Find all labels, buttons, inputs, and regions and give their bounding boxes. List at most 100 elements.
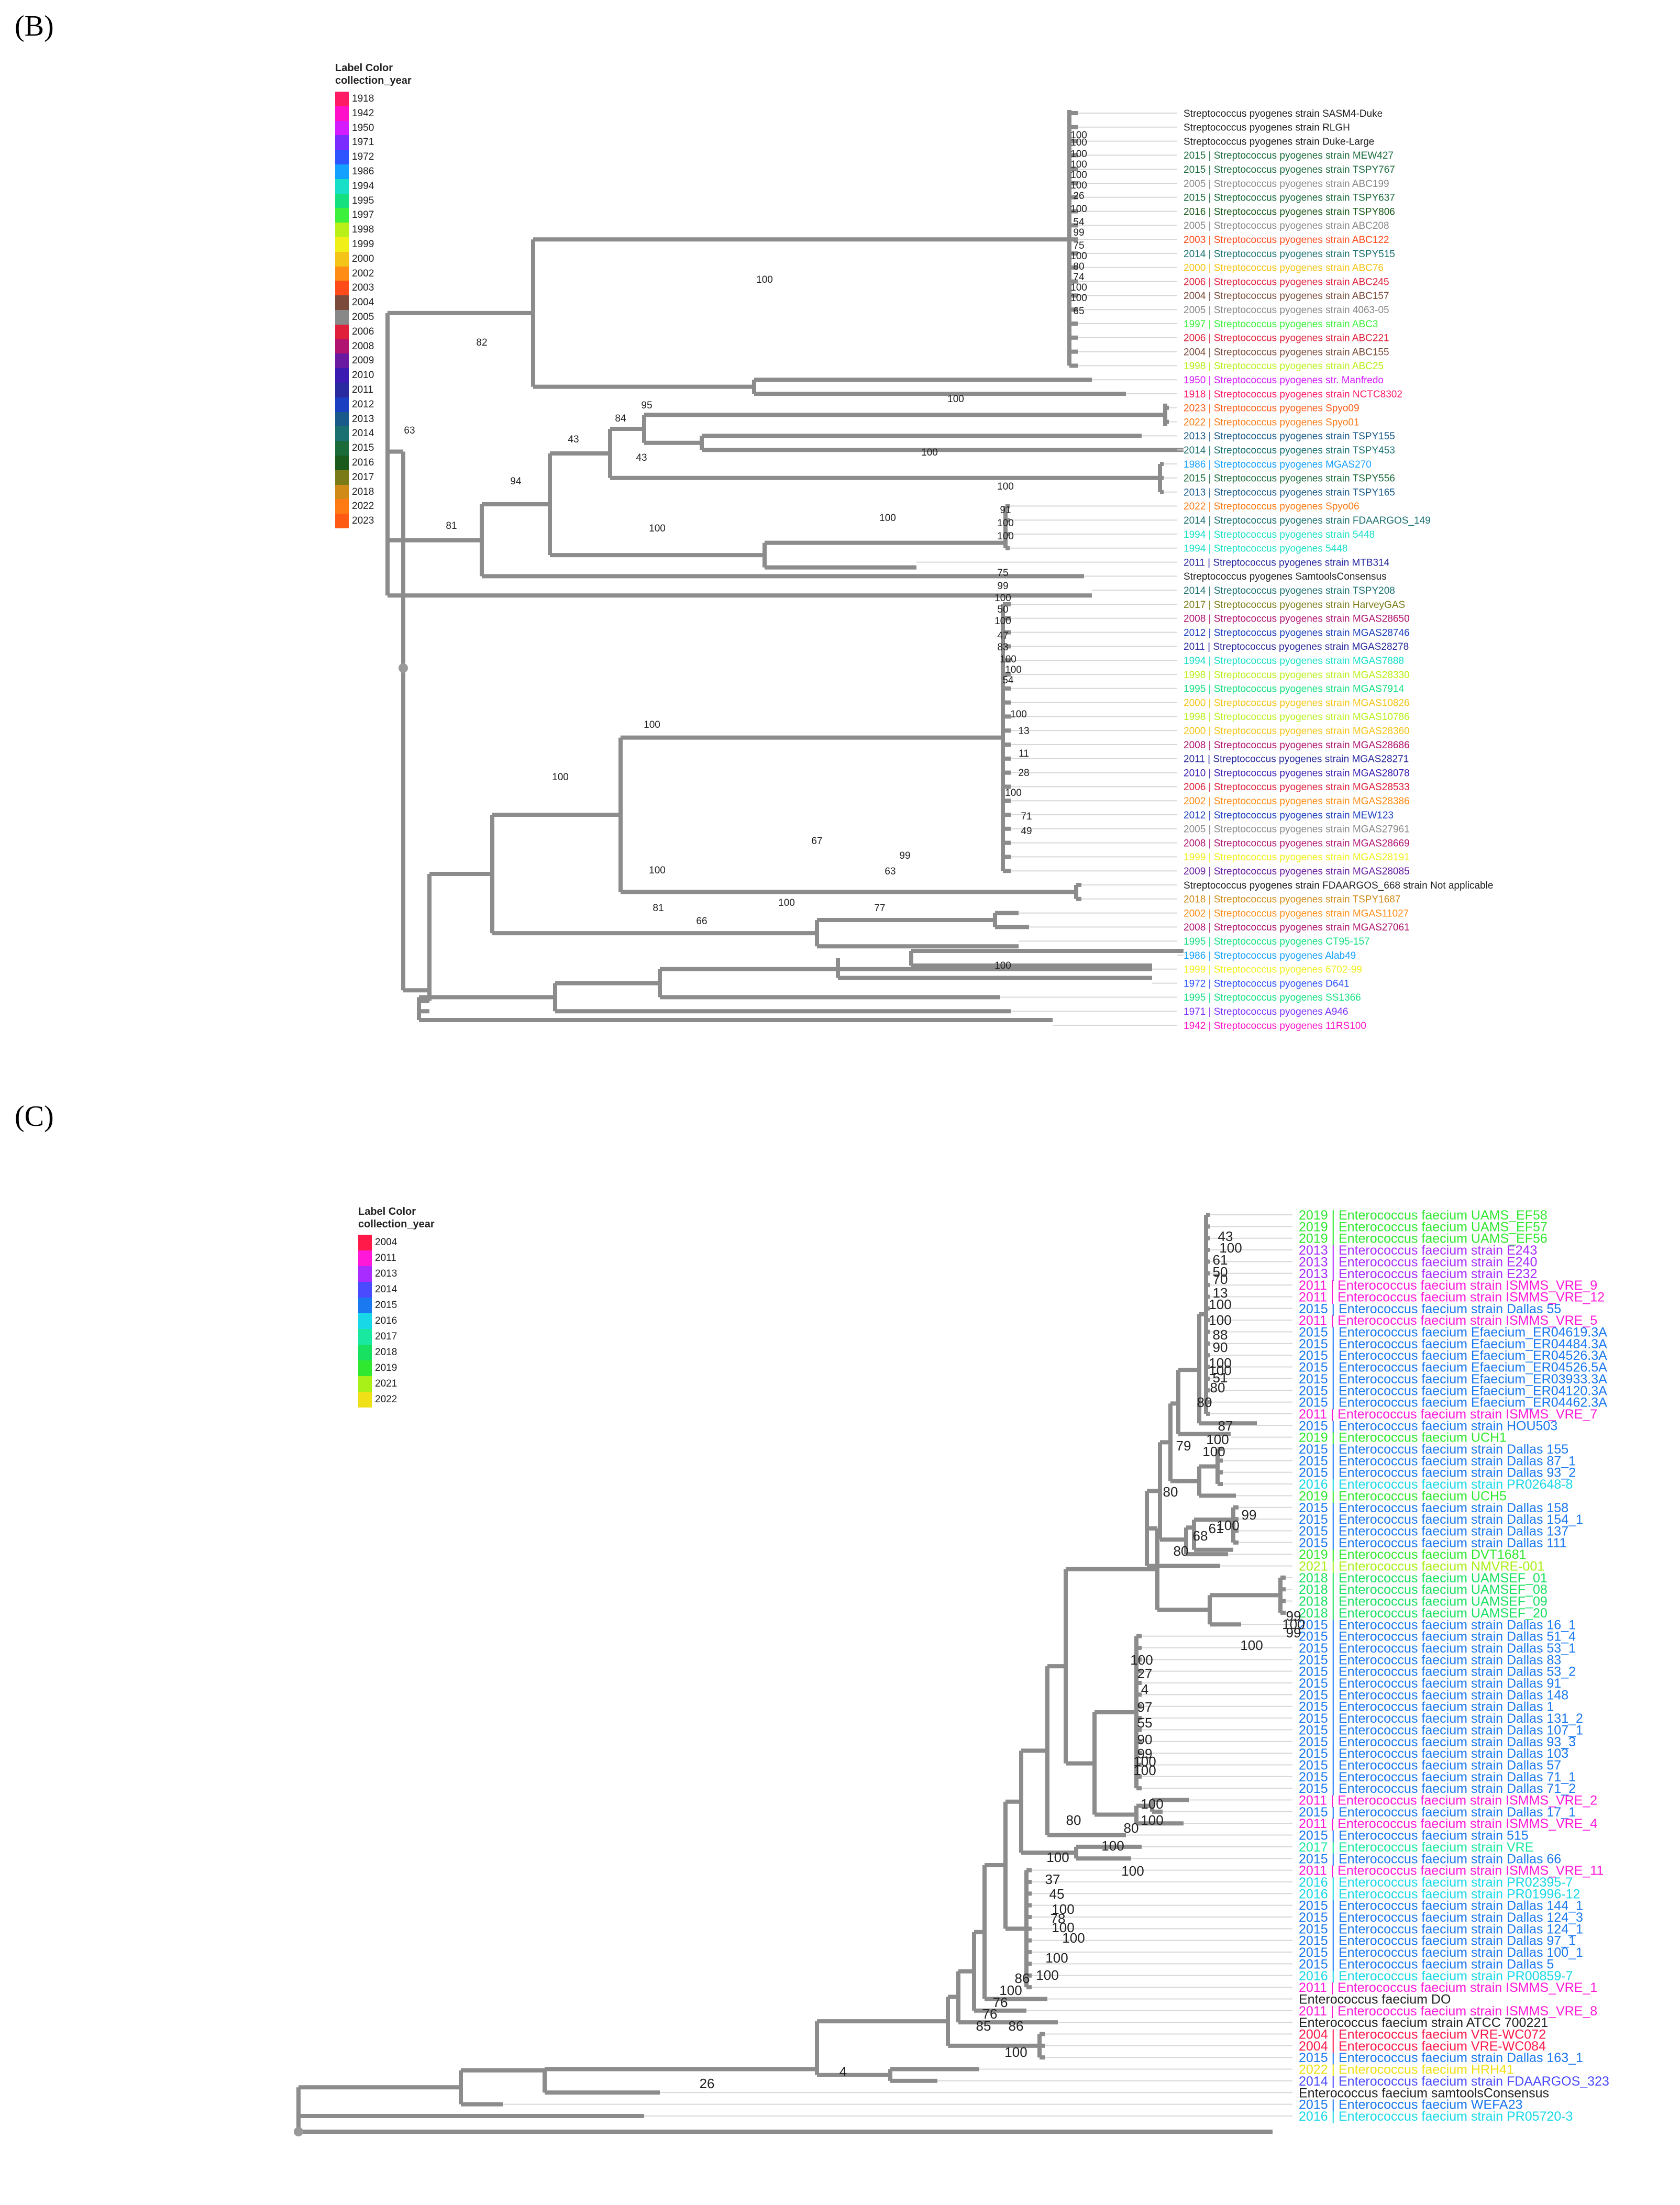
support-value: 100 bbox=[947, 394, 964, 405]
legend-year-label: 1971 bbox=[352, 137, 374, 148]
tip-label: 2011 | Enterococcus faecium strain ISMMS… bbox=[1299, 1864, 1604, 1878]
tip-label: 2015 | Enterococcus faecium strain Dalla… bbox=[1299, 1746, 1568, 1761]
tip-label: 2015 | Enterococcus faecium strain Dalla… bbox=[1299, 1630, 1576, 1644]
legend-year-label: 1998 bbox=[352, 224, 374, 236]
tip-label: 2015 | Enterococcus faecium Efaecium_ER0… bbox=[1299, 1360, 1607, 1375]
support-value: 100 bbox=[1141, 1812, 1163, 1828]
legend-swatch bbox=[335, 353, 349, 369]
tip-label: 2012 | Streptococcus pyogenes strain MEW… bbox=[1184, 810, 1394, 821]
support-value: 99 bbox=[1286, 1625, 1301, 1641]
legend-year-label: 2006 bbox=[352, 326, 374, 337]
tip-label: 2019 | Enterococcus faecium UAMS_EF58 bbox=[1299, 1208, 1548, 1223]
tip-label: 2015 | Enterococcus faecium strain 515 bbox=[1299, 1829, 1529, 1843]
tip-label: 2015 | Streptococcus pyogenes strain TSP… bbox=[1184, 164, 1395, 175]
legend-year-label: 2018 bbox=[375, 1347, 397, 1358]
tip-label: 2023 | Streptococcus pyogenes Spyo09 bbox=[1184, 403, 1360, 414]
support-value: 49 bbox=[1021, 826, 1032, 837]
support-value: 66 bbox=[696, 916, 707, 927]
panel-b-label: (B) bbox=[15, 10, 54, 42]
legend-swatch bbox=[358, 1282, 372, 1298]
tip-label: 2015 | Enterococcus faecium strain Dalla… bbox=[1299, 1665, 1576, 1679]
legend-swatch bbox=[335, 484, 349, 500]
legend-year-label: 1995 bbox=[352, 195, 374, 206]
legend-swatch bbox=[358, 1376, 372, 1392]
panel-c-legend-labels: 2004 2011 2013 2014 2015 2016 2017 2018 2019 2021… bbox=[375, 1235, 397, 1408]
panel-b-phylogenetic-tree: Streptococcus pyogenes strain SASM4-Duke… bbox=[385, 108, 1493, 1032]
legend-year-label: 1986 bbox=[352, 165, 374, 177]
legend-year-label: 2004 bbox=[352, 297, 374, 308]
tip-label: 2015 | Enterococcus faecium strain Dalla… bbox=[1299, 1945, 1583, 1960]
tip-label: 2013 | Enterococcus faecium strain E232 bbox=[1299, 1267, 1537, 1281]
tip-label: Streptococcus pyogenes strain FDAARGOS_6… bbox=[1184, 880, 1493, 891]
support-value: 99 bbox=[1286, 1608, 1301, 1624]
tip-label: 2015 | Enterococcus faecium strain Dalla… bbox=[1299, 1735, 1576, 1749]
tip-guide-lines bbox=[503, 1214, 1292, 2117]
support-value: 100 bbox=[999, 1982, 1022, 1998]
support-value: 100 bbox=[1005, 664, 1022, 675]
tip-label: 2011 | Enterococcus faecium strain ISMMS… bbox=[1299, 1278, 1597, 1293]
support-value: 82 bbox=[476, 337, 487, 348]
panel-b-legend-title-line1: Label Color bbox=[335, 62, 393, 74]
tip-label: 2014 | Streptococcus pyogenes strain FDA… bbox=[1184, 515, 1431, 526]
panel-c-legend-title-line1: Label Color bbox=[358, 1206, 416, 1217]
tip-label: 2011 | Enterococcus faecium strain ISMMS… bbox=[1299, 1407, 1597, 1422]
support-value: 43 bbox=[568, 434, 579, 445]
tip-label: Enterococcus faecium strain ATCC 700221 bbox=[1299, 2015, 1548, 2030]
tip-label: 2015 | Enterococcus faecium strain Dalla… bbox=[1299, 1501, 1568, 1515]
legend-year-label: 2011 bbox=[352, 384, 373, 395]
support-value: 85 bbox=[976, 2018, 991, 2034]
support-value: 90 bbox=[1213, 1339, 1228, 1355]
tip-label: 2022 | Streptococcus pyogenes Spyo01 bbox=[1184, 417, 1360, 428]
tip-label: 2015 | Enterococcus faecium strain Dalla… bbox=[1299, 1302, 1561, 1316]
tip-label: 2000 | Streptococcus pyogenes strain MGA… bbox=[1184, 726, 1410, 737]
support-value: 99 bbox=[1242, 1507, 1257, 1523]
support-value: 80 bbox=[1197, 1394, 1212, 1410]
panel-c-legend-title-line2: collection_year bbox=[358, 1218, 435, 1230]
support-value: 100 bbox=[1070, 180, 1087, 191]
legend-swatch bbox=[335, 193, 349, 208]
legend-swatch bbox=[335, 426, 349, 441]
legend-year-label: 2013 bbox=[375, 1268, 397, 1279]
tip-labels: Streptococcus pyogenes strain SASM4-Duke… bbox=[1184, 108, 1493, 1032]
support-value: 67 bbox=[811, 836, 822, 847]
support-value: 4 bbox=[1141, 1681, 1148, 1697]
tip-label: 2006 | Streptococcus pyogenes strain ABC… bbox=[1184, 276, 1389, 287]
tip-label: 2015 | Enterococcus faecium strain Dalla… bbox=[1299, 1524, 1568, 1538]
tip-label: 2015 | Enterococcus faecium Efaecium_ER0… bbox=[1299, 1337, 1607, 1351]
support-value: 100 bbox=[1141, 1796, 1163, 1812]
tip-label: 2002 | Streptococcus pyogenes strain MGA… bbox=[1184, 908, 1409, 919]
legend-swatch bbox=[335, 324, 349, 339]
support-value: 76 bbox=[993, 1995, 1008, 2010]
support-value: 100 bbox=[1209, 1362, 1231, 1378]
support-value: 37 bbox=[1045, 1871, 1060, 1887]
tip-label: 1999 | Streptococcus pyogenes strain MGA… bbox=[1184, 852, 1410, 863]
support-value: 68 bbox=[1193, 1528, 1208, 1544]
tip-label: 2016 | Streptococcus pyogenes strain TSP… bbox=[1184, 206, 1395, 217]
support-value: 65 bbox=[1073, 306, 1084, 317]
tip-label: 2017 | Streptococcus pyogenes strain Har… bbox=[1184, 600, 1405, 611]
support-value: 99 bbox=[899, 850, 910, 861]
tip-label: 2019 | Enterococcus faecium DVT1681 bbox=[1299, 1547, 1527, 1562]
tip-label: Streptococcus pyogenes strain Duke-Large bbox=[1184, 136, 1374, 147]
tip-label: 1972 | Streptococcus pyogenes D641 bbox=[1184, 978, 1350, 989]
support-value: 100 bbox=[1209, 1355, 1231, 1371]
legend-swatch bbox=[335, 441, 349, 456]
tip-label: 2006 | Streptococcus pyogenes strain ABC… bbox=[1184, 333, 1389, 344]
tip-label: 2019 | Enterococcus faecium UAMS_EF57 bbox=[1299, 1220, 1548, 1234]
legend-swatch bbox=[335, 120, 349, 136]
tip-label: 2015 | Enterococcus faecium strain Dalla… bbox=[1299, 1957, 1554, 1971]
support-value: 100 bbox=[1219, 1240, 1242, 1256]
legend-swatch bbox=[335, 237, 349, 252]
tip-label: 2015 | Enterococcus faecium strain Dalla… bbox=[1299, 1466, 1576, 1480]
tip-label: 2011 | Enterococcus faecium strain ISMMS… bbox=[1299, 1980, 1597, 1995]
legend-swatch bbox=[335, 514, 349, 528]
tip-label: 2004 | Enterococcus faecium VRE-WC084 bbox=[1299, 2039, 1546, 2054]
panel-c-legend-swatches bbox=[358, 1235, 372, 1408]
tip-label: 2019 | Enterococcus faecium UAMS_EF56 bbox=[1299, 1232, 1548, 1246]
tip-label: 2011 | Enterococcus faecium strain ISMMS… bbox=[1299, 2004, 1597, 2019]
support-value: 61 bbox=[1209, 1521, 1224, 1536]
tip-label: 2013 | Streptococcus pyogenes strain TSP… bbox=[1184, 487, 1395, 498]
legend-swatch bbox=[335, 135, 349, 150]
legend-swatch bbox=[335, 470, 349, 485]
